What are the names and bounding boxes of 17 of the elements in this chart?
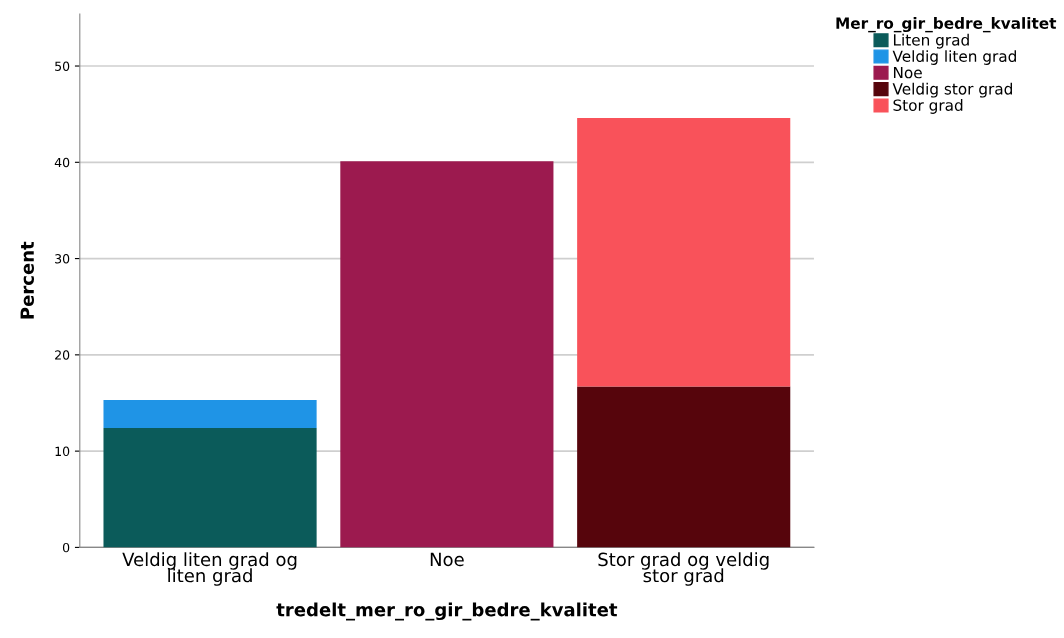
y-tick-label: 0 (62, 542, 70, 553)
y-tick-label: 30 (55, 254, 70, 264)
legend-label: Veldig stor grad (892, 82, 1012, 98)
x-tick-label: Veldig liten grad og liten grad (122, 552, 297, 586)
legend-label: Liten grad (893, 33, 969, 49)
y-axis-title: Percent (20, 241, 35, 319)
y-tick-label: 50 (55, 61, 70, 71)
x-tick-label: Noe (430, 552, 464, 567)
y-tick-label: 20 (55, 350, 70, 360)
legend-label: Noe (893, 66, 922, 79)
x-tick-label: Stor grad og veldig stor grad (598, 552, 769, 586)
y-tick-label: 40 (54, 157, 70, 168)
legend-title: Mer_ro_gir_bedre_kvalitet (836, 17, 1057, 33)
x-axis-title: tredelt_mer_ro_gir_bedre_kvalitet (276, 602, 618, 621)
legend-label: Stor grad (893, 99, 963, 114)
y-tick-label: 10 (55, 446, 70, 457)
legend-label: Veldig liten grad (892, 50, 1016, 65)
